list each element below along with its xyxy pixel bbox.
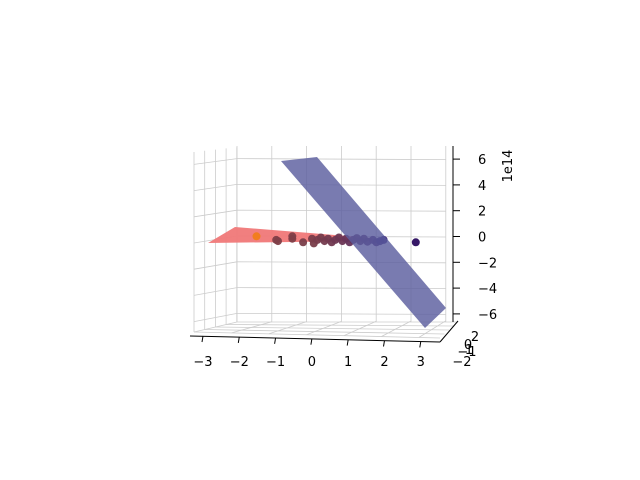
x-axis-ticks: −3 −2 −1 0 1 2 3 — [193, 335, 425, 370]
scatter-point — [288, 232, 297, 241]
x-tick-label: −1 — [266, 355, 285, 370]
grid-line — [418, 320, 447, 338]
z-tick-label: 4 — [478, 179, 486, 194]
x-tick-mark — [310, 338, 313, 345]
grid-line — [236, 312, 447, 315]
y-tick-label: 2 — [471, 330, 479, 345]
y-tick-label: 0 — [464, 338, 472, 353]
grid-line — [343, 320, 377, 336]
grid-line — [236, 183, 447, 186]
y-tick-label: −2 — [452, 355, 471, 370]
z-axis-ticks: −6 −4 −2 0 2 4 6 — [453, 153, 497, 323]
x-tick-label: 1 — [344, 355, 352, 370]
z-tick-label: −4 — [478, 282, 497, 297]
z-tick-label: 0 — [478, 231, 486, 246]
grid-line — [381, 320, 412, 337]
z-axis-offset-label: 1e14 — [501, 150, 516, 183]
y-tick-label: 1 — [465, 343, 473, 358]
x-tick-mark — [274, 337, 277, 344]
x-tick-mark — [201, 335, 204, 343]
blue-surface-plane — [281, 157, 446, 328]
grid-line — [236, 158, 447, 161]
x-tick-mark — [383, 340, 385, 347]
x-tick-label: −3 — [193, 355, 212, 370]
scatter-point — [299, 238, 308, 247]
z-tick-label: 6 — [478, 153, 486, 168]
y-tick-label: −1 — [457, 345, 476, 360]
grid-line — [215, 326, 450, 331]
x-tick-mark — [346, 339, 349, 346]
x-tick-label: 3 — [417, 355, 425, 370]
scatter-point — [252, 232, 261, 241]
scatter-point — [274, 237, 282, 246]
blue-surface — [281, 157, 446, 328]
y-axis-line — [439, 320, 459, 343]
x-tick-label: 2 — [380, 355, 388, 370]
x-tick-label: 0 — [308, 355, 316, 370]
z-tick-label: −2 — [478, 256, 497, 271]
z-tick-label: −6 — [478, 308, 497, 323]
x-tick-mark — [237, 336, 240, 343]
x-tick-label: −2 — [230, 355, 249, 370]
grid-line — [236, 261, 447, 264]
z-tick-label: 2 — [478, 205, 486, 220]
x-tick-mark — [419, 341, 422, 348]
x-axis-line — [189, 335, 441, 343]
scatter-point — [411, 238, 420, 247]
grid-line — [204, 329, 445, 335]
grid-line — [193, 331, 441, 339]
axis-lines — [189, 146, 459, 343]
grid-line — [226, 324, 454, 327]
